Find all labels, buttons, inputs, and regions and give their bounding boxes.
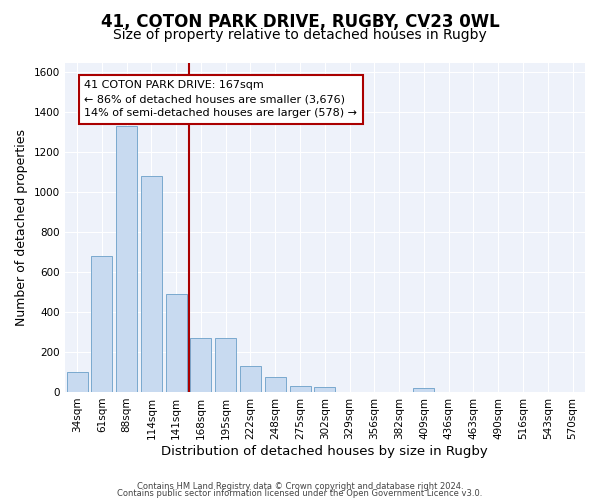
- Text: Contains HM Land Registry data © Crown copyright and database right 2024.: Contains HM Land Registry data © Crown c…: [137, 482, 463, 491]
- Bar: [215, 338, 236, 392]
- Bar: [190, 338, 211, 392]
- Bar: [240, 366, 261, 392]
- Text: Contains public sector information licensed under the Open Government Licence v3: Contains public sector information licen…: [118, 490, 482, 498]
- Bar: [265, 377, 286, 392]
- Text: Size of property relative to detached houses in Rugby: Size of property relative to detached ho…: [113, 28, 487, 42]
- Bar: [91, 256, 112, 392]
- Bar: [290, 386, 311, 392]
- Bar: [116, 126, 137, 392]
- Bar: [413, 388, 434, 392]
- Bar: [141, 176, 162, 392]
- X-axis label: Distribution of detached houses by size in Rugby: Distribution of detached houses by size …: [161, 444, 488, 458]
- Bar: [314, 387, 335, 392]
- Text: 41, COTON PARK DRIVE, RUGBY, CV23 0WL: 41, COTON PARK DRIVE, RUGBY, CV23 0WL: [101, 12, 499, 30]
- Text: 41 COTON PARK DRIVE: 167sqm
← 86% of detached houses are smaller (3,676)
14% of : 41 COTON PARK DRIVE: 167sqm ← 86% of det…: [85, 80, 358, 118]
- Bar: [166, 294, 187, 392]
- Bar: [67, 372, 88, 392]
- Y-axis label: Number of detached properties: Number of detached properties: [15, 128, 28, 326]
